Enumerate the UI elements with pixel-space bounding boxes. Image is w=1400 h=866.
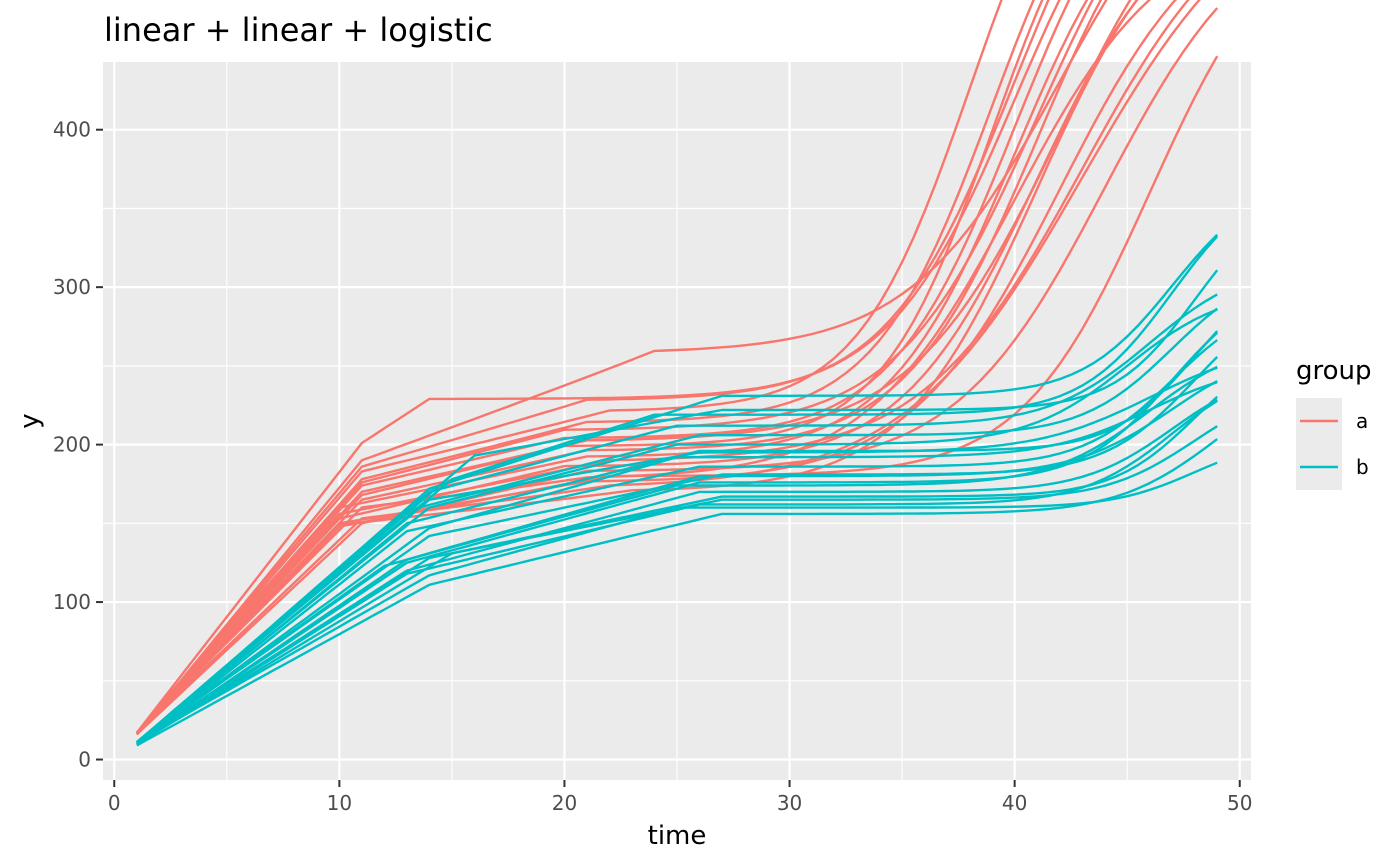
y-tick-label: 200 (53, 433, 91, 457)
y-axis-ticks: 0 100 200 300 400 (53, 118, 103, 772)
series-lines (135, 0, 1219, 747)
x-axis-title: time (648, 821, 707, 851)
y-tick-label: 300 (53, 275, 91, 299)
series-line-a-7 (135, 0, 1071, 734)
x-tick-label: 30 (777, 791, 802, 815)
series-line-b-17 (136, 438, 1218, 747)
series-line-b-5 (136, 307, 1218, 745)
x-tick-label: 50 (1227, 791, 1252, 815)
x-tick-label: 10 (327, 791, 352, 815)
series-line-b-19 (136, 366, 1218, 744)
series-line-b-3 (136, 269, 1219, 745)
legend-title: group (1296, 356, 1372, 386)
series-line-a-1 (135, 0, 1061, 734)
x-tick-label: 0 (108, 791, 121, 815)
series-line-a-3 (135, 0, 1050, 734)
x-tick-label: 40 (1002, 791, 1027, 815)
y-tick-label: 400 (53, 118, 91, 142)
series-line-b-12 (136, 365, 1218, 744)
series-line-b-20 (136, 425, 1218, 745)
x-tick-label: 20 (552, 791, 577, 815)
y-tick-label: 0 (78, 748, 91, 772)
x-axis-ticks: 0 10 20 30 40 50 (108, 780, 1252, 815)
legend: group a b (1296, 356, 1372, 490)
series-line-a-14 (135, 7, 1219, 736)
series-line-b-14 (136, 395, 1219, 744)
legend-label-a: a (1356, 409, 1368, 433)
series-line-b-11 (136, 331, 1219, 745)
series-line-b-18 (136, 379, 1218, 745)
series-line-a-19 (135, 0, 1152, 734)
series-line-a-11 (135, 0, 1089, 734)
series-line-a-4 (135, 0, 1003, 736)
series-line-b-9 (136, 339, 1218, 745)
y-tick-label: 100 (53, 590, 91, 614)
y-axis-title: y (15, 413, 45, 428)
series-line-a-13 (135, 0, 1139, 734)
legend-label-b: b (1356, 455, 1369, 479)
series-line-a-2 (135, 0, 1108, 736)
chart-title: linear + linear + logistic (104, 11, 493, 49)
